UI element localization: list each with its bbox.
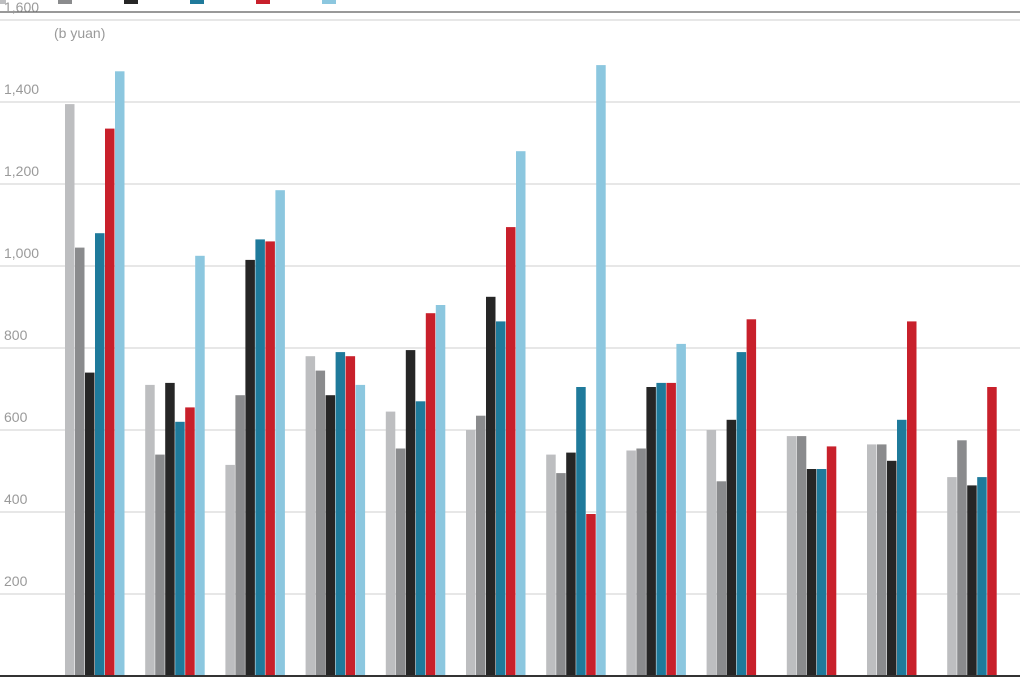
bar bbox=[305, 356, 316, 676]
bar bbox=[255, 239, 265, 676]
y-tick-label: 600 bbox=[4, 409, 28, 425]
bar bbox=[506, 227, 516, 676]
bar bbox=[796, 436, 807, 676]
bar bbox=[355, 384, 366, 676]
bar bbox=[325, 395, 336, 676]
y-tick-label: 800 bbox=[4, 327, 28, 343]
bar bbox=[786, 436, 797, 676]
bar bbox=[95, 233, 105, 676]
bar bbox=[415, 401, 426, 676]
bar bbox=[145, 384, 155, 676]
bar bbox=[516, 151, 526, 676]
bar bbox=[897, 419, 907, 677]
bar bbox=[435, 305, 446, 676]
bar bbox=[977, 477, 987, 676]
y-tick-label: 1,200 bbox=[4, 163, 39, 179]
bar bbox=[486, 296, 496, 677]
bar bbox=[265, 241, 275, 676]
bar bbox=[496, 321, 506, 676]
bar bbox=[195, 255, 205, 677]
bar bbox=[957, 440, 967, 677]
bar bbox=[706, 430, 717, 676]
bar bbox=[676, 343, 686, 676]
legend-swatch bbox=[0, 0, 6, 4]
bar bbox=[546, 454, 556, 676]
bar bbox=[967, 485, 977, 676]
legend-swatch bbox=[124, 0, 138, 4]
y-tick-label: 1,000 bbox=[4, 245, 39, 261]
bar bbox=[887, 460, 897, 677]
legend-swatch bbox=[58, 0, 72, 4]
y-axis-unit-label: (b yuan) bbox=[54, 25, 105, 41]
bar bbox=[175, 421, 185, 676]
bar bbox=[275, 190, 285, 676]
gridlines bbox=[0, 19, 1020, 595]
bar bbox=[165, 382, 175, 676]
bar bbox=[576, 387, 586, 676]
bar bbox=[466, 430, 476, 676]
bar bbox=[335, 352, 346, 676]
y-axis-tick-labels: 200 400 600 800 1,000 1,200 1,400 1,600 bbox=[4, 0, 39, 589]
legend-swatch bbox=[190, 0, 204, 4]
bar bbox=[646, 387, 656, 676]
bar bbox=[225, 464, 235, 676]
bar bbox=[235, 395, 245, 676]
bar bbox=[65, 104, 75, 677]
y-tick-label: 1,400 bbox=[4, 81, 39, 97]
y-tick-label: 1,600 bbox=[4, 0, 39, 15]
bar bbox=[987, 387, 997, 676]
bar bbox=[345, 356, 356, 676]
bar bbox=[806, 469, 817, 676]
bar bbox=[877, 444, 887, 676]
bar bbox=[405, 350, 416, 676]
bar bbox=[746, 319, 757, 676]
legend-swatch bbox=[256, 0, 270, 4]
bar bbox=[245, 259, 255, 676]
bar-series bbox=[65, 65, 997, 677]
bar bbox=[556, 473, 566, 676]
bar bbox=[75, 247, 85, 676]
bar bbox=[907, 321, 917, 676]
y-tick-label: 200 bbox=[4, 573, 28, 589]
bar bbox=[395, 448, 406, 676]
legend-swatch bbox=[322, 0, 336, 4]
bar bbox=[315, 370, 326, 676]
bar bbox=[656, 382, 666, 676]
bar bbox=[726, 419, 737, 677]
bar bbox=[115, 71, 125, 677]
bar bbox=[867, 444, 877, 676]
bar bbox=[385, 411, 396, 676]
bar bbox=[947, 477, 957, 676]
bar bbox=[586, 514, 596, 676]
bar bbox=[155, 454, 165, 676]
legend bbox=[0, 0, 1020, 13]
bar bbox=[736, 352, 747, 676]
bar bbox=[425, 313, 436, 676]
bar bbox=[566, 452, 576, 676]
bar bbox=[666, 382, 676, 676]
bar bbox=[105, 128, 115, 677]
y-tick-label: 400 bbox=[4, 491, 28, 507]
bar bbox=[85, 372, 95, 676]
bar bbox=[626, 450, 636, 676]
bar bbox=[816, 469, 827, 676]
bar bbox=[636, 448, 646, 676]
bar bbox=[826, 446, 837, 676]
bar bbox=[185, 407, 195, 676]
bar bbox=[596, 65, 606, 677]
bar bbox=[716, 481, 727, 677]
bar bbox=[476, 415, 486, 676]
